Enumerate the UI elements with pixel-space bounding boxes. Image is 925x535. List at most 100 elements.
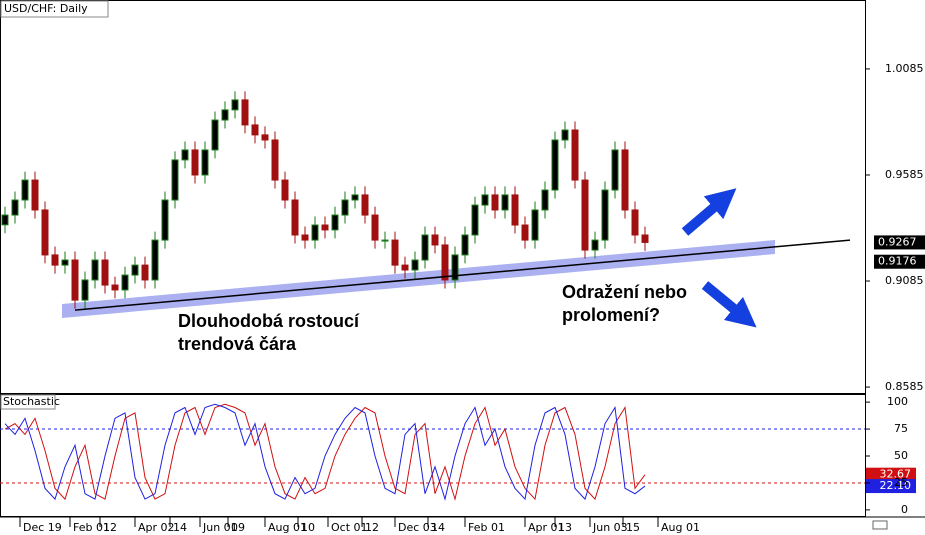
value-label: 22.10 [880,479,912,492]
candle-body [571,129,579,181]
candle-body [511,194,519,226]
candle-body [351,194,359,201]
x-tick-label: 14 [431,521,445,534]
candle-body [241,99,249,126]
candle-body [531,209,539,241]
price-panel [0,0,866,394]
candle-body [201,149,209,176]
candle-body [611,149,619,191]
candle-body [451,254,459,281]
stochastic-title-box [0,394,56,410]
x-tick-label: 10 [301,521,315,534]
candle-body [621,149,629,211]
candle-body [131,264,139,276]
x-tick-label: 12 [103,521,117,534]
candle-body [641,234,649,243]
candle-body [51,254,59,266]
candle-body [91,259,99,281]
annotation: trendová čára [178,334,297,354]
candle-body [21,179,29,201]
x-tick-label: 15 [626,521,640,534]
candle-body [311,224,319,241]
value-label: 32.67 [880,468,912,481]
candle-body [631,209,639,236]
candle-body [411,259,419,271]
value-box [866,467,916,482]
candle-body [221,109,229,121]
candle-body [261,134,269,141]
candle-body [321,224,329,231]
candle-body [211,119,219,151]
x-tick-label: Dec 03 [398,521,437,534]
x-tick-label: Feb 01 [468,521,505,534]
candle-body [71,259,79,301]
y-tick-label: 0.8585 [885,380,924,393]
candle-body [481,194,489,206]
candle-body [81,279,89,301]
trend-price-label: 0.9176 [878,255,917,268]
annotation: Odražení nebo [562,282,687,302]
candle-body [391,239,399,266]
candle-body [111,284,119,291]
candle-body [551,139,559,191]
candle-body [461,234,469,256]
candle-body [371,214,379,241]
value-box [866,479,916,494]
candle-body [431,234,439,246]
candle-body [301,234,309,241]
candle-body [191,149,199,176]
candle-body [101,259,109,286]
trendline [74,239,851,311]
annotation: Dlouhodobá rostoucí [178,311,360,331]
candle-body [521,224,529,241]
x-tick-label: 09 [231,521,245,534]
candle-body [601,189,609,241]
candle-body [251,124,259,136]
candle-body [331,214,339,231]
candle-body [591,239,599,251]
scroll-icon[interactable] [872,520,888,530]
candle-body [341,199,349,216]
arrow-up [681,188,737,236]
x-tick-label: 14 [173,521,187,534]
candle-body [31,179,39,211]
candle-body [1,214,9,226]
candle-body [421,234,429,261]
candle-body [121,274,129,291]
candle-body [151,239,159,281]
arrow-down [701,281,757,328]
candle-body [271,139,279,181]
candle-body [231,99,239,111]
x-tick-label: Apr 02 [138,521,175,534]
stochastic-title: Stochastic [3,395,60,408]
candle-body [361,194,369,216]
title-box [0,0,109,18]
stochastic-line [4,403,646,502]
candle-body [171,159,179,201]
candle-body [61,259,69,266]
y-tick-label: 50 [894,449,908,462]
x-tick-label: Oct 01 [331,521,368,534]
y-tick-label: 75 [894,422,908,435]
candle-body [561,129,569,141]
price-box [874,235,925,250]
candle-body [41,209,49,256]
stochastic-panel [0,394,866,517]
y-tick-label: 0.9585 [885,168,924,181]
candle-body [491,194,499,211]
x-tick-label: Aug 01 [268,521,307,534]
y-tick-label: 25 [894,476,908,489]
y-tick-label: 0 [901,503,908,516]
candle-body [291,199,299,236]
y-tick-label: 0.9085 [885,274,924,287]
x-tick-label: 12 [365,521,379,534]
candle-body [441,244,449,281]
candle-body [541,189,549,211]
x-tick-label: 13 [558,521,572,534]
trend-price-box [874,254,925,269]
candle-body [401,264,409,271]
stochastic-line [4,403,646,502]
chart-title: USD/CHF: Daily [4,2,88,15]
